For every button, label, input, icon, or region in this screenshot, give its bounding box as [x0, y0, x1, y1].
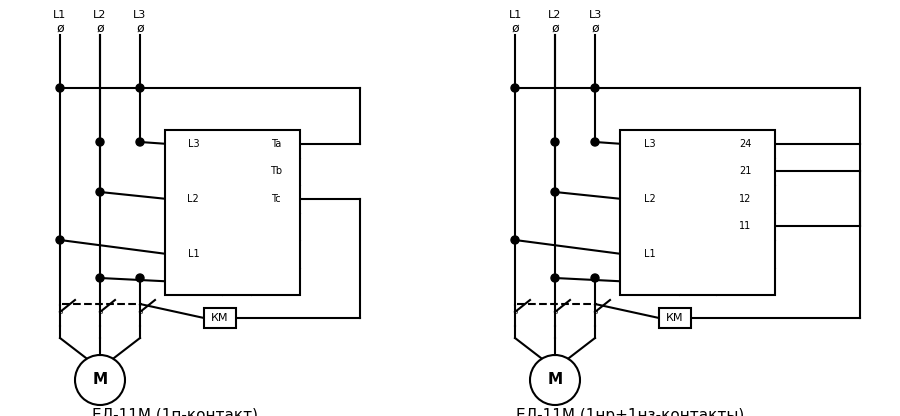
Text: L1: L1: [187, 249, 199, 259]
Text: o: o: [594, 309, 598, 315]
Text: L3: L3: [589, 10, 601, 20]
Text: 21: 21: [740, 166, 752, 176]
Text: L3: L3: [187, 139, 199, 149]
Text: ø: ø: [96, 22, 104, 35]
Text: ЕЛ-11М (1п-контакт): ЕЛ-11М (1п-контакт): [92, 408, 258, 416]
Text: L1: L1: [53, 10, 67, 20]
Circle shape: [96, 188, 104, 196]
Text: L2: L2: [187, 194, 199, 204]
Text: o: o: [139, 309, 143, 315]
Text: o: o: [58, 309, 63, 315]
Circle shape: [96, 274, 104, 282]
Circle shape: [551, 188, 559, 196]
Text: 11: 11: [740, 221, 752, 231]
Circle shape: [136, 84, 144, 92]
Circle shape: [56, 236, 64, 244]
Text: ø: ø: [136, 22, 144, 35]
Text: КМ: КМ: [666, 313, 684, 323]
Text: M: M: [93, 372, 108, 387]
Circle shape: [591, 138, 599, 146]
Text: o: o: [514, 309, 518, 315]
Text: L1: L1: [508, 10, 522, 20]
Text: L1: L1: [644, 249, 655, 259]
Text: КМ: КМ: [212, 313, 229, 323]
Text: M: M: [547, 372, 562, 387]
Bar: [204, 308, 236, 328]
Text: 24: 24: [740, 139, 752, 149]
Circle shape: [96, 138, 104, 146]
Text: L3: L3: [644, 139, 655, 149]
Circle shape: [136, 138, 144, 146]
Text: o: o: [99, 309, 104, 315]
Text: 12: 12: [740, 194, 752, 204]
Text: Tb: Tb: [270, 166, 282, 176]
Bar: [659, 308, 691, 328]
Text: ø: ø: [551, 22, 559, 35]
Bar: [620, 130, 775, 295]
Bar: [165, 130, 300, 295]
Circle shape: [511, 84, 519, 92]
Text: L2: L2: [644, 194, 655, 204]
Text: L2: L2: [548, 10, 562, 20]
Text: L2: L2: [94, 10, 107, 20]
Circle shape: [511, 236, 519, 244]
Text: o: o: [554, 309, 558, 315]
Circle shape: [551, 138, 559, 146]
Text: ø: ø: [56, 22, 64, 35]
Circle shape: [591, 274, 599, 282]
Circle shape: [551, 274, 559, 282]
Circle shape: [591, 84, 599, 92]
Text: Tc: Tc: [271, 194, 281, 204]
Text: L3: L3: [133, 10, 147, 20]
Text: Ta: Ta: [271, 139, 281, 149]
Circle shape: [56, 84, 64, 92]
Text: ЕЛ-11М (1нр+1нз-контакты): ЕЛ-11М (1нр+1нз-контакты): [516, 408, 744, 416]
Circle shape: [136, 274, 144, 282]
Text: ø: ø: [591, 22, 599, 35]
Text: ø: ø: [511, 22, 518, 35]
